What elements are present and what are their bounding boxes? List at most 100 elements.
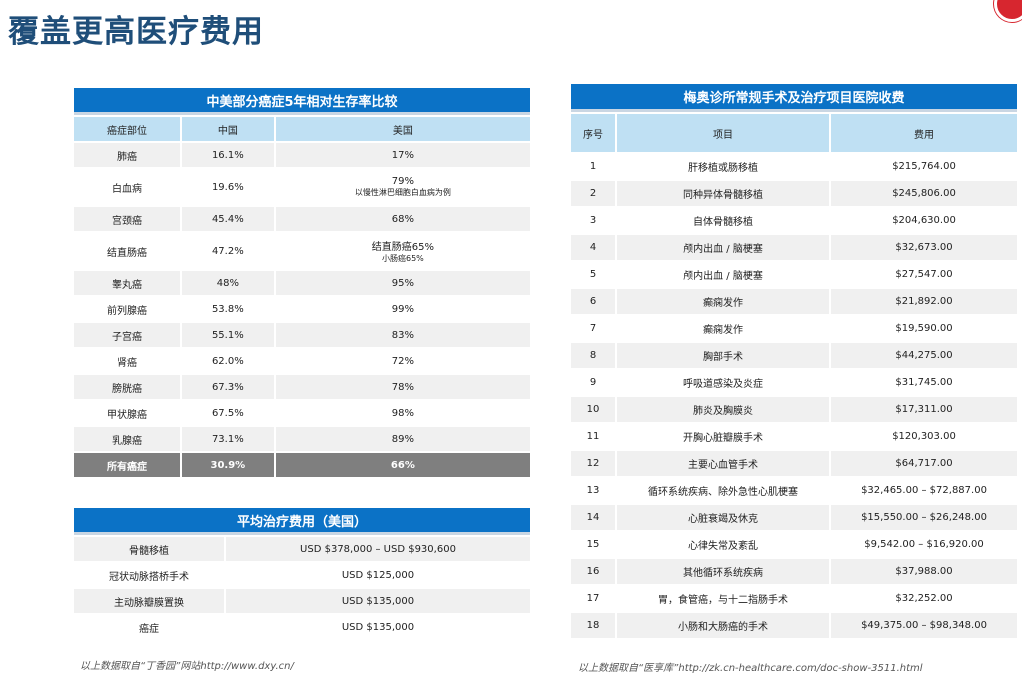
row-number-cell: 2 — [571, 181, 615, 206]
us-rate-value: 89% — [391, 433, 414, 445]
us-rate-value: 17% — [391, 149, 414, 161]
us-rate-value: 99% — [391, 303, 414, 315]
page-title: 覆盖更高医疗费用 — [8, 14, 264, 50]
mayo-fee-table: 梅奥诊所常规手术及治疗项目医院收费 序号 项目 费用 1 肝移植或肠移植 $215,… — [569, 82, 1019, 640]
procedure-fee-cell: $27,547.00 — [831, 262, 1017, 287]
china-rate-cell: 48% — [181, 271, 274, 295]
treatment-item-cell: 冠状动脉搭桥手术 — [74, 563, 224, 587]
table-row: 2 同种异体骨髓移植 $245,806.00 — [571, 181, 1017, 206]
us-rate-cell: 68% — [275, 207, 530, 231]
procedure-item-cell: 肝移植或肠移植 — [617, 154, 829, 179]
table-row: 癌症 USD $135,000 — [74, 615, 530, 639]
brand-logo — [994, 0, 1022, 22]
table-row: 1 肝移植或肠移植 $215,764.00 — [571, 154, 1017, 179]
column-header-china: 中国 — [181, 117, 274, 141]
total-site-cell: 所有癌症 — [74, 453, 180, 477]
table-row: 3 自体骨髓移植 $204,630.00 — [571, 208, 1017, 233]
procedure-item-cell: 同种异体骨髓移植 — [617, 181, 829, 206]
table-row: 18 小肠和大肠癌的手术 $49,375.00 – $98,348.00 — [571, 613, 1017, 638]
cancer-site-cell: 睾丸癌 — [74, 271, 180, 295]
column-header-item: 项目 — [617, 114, 829, 152]
procedure-fee-cell: $32,673.00 — [831, 235, 1017, 260]
treatment-item-cell: 主动脉瓣膜置换 — [74, 589, 224, 613]
procedure-item-cell: 心律失常及紊乱 — [617, 532, 829, 557]
procedure-fee-cell: $15,550.00 – $26,248.00 — [831, 505, 1017, 530]
cancer-site-cell: 宫颈癌 — [74, 207, 180, 231]
row-number-cell: 1 — [571, 154, 615, 179]
table-row: 白血病 19.6% 79% 以慢性淋巴细胞白血病为例 — [74, 169, 530, 205]
treatment-item-cell: 癌症 — [74, 615, 224, 639]
procedure-item-cell: 癫痫发作 — [617, 289, 829, 314]
table-row: 12 主要心血管手术 $64,717.00 — [571, 451, 1017, 476]
table-row: 6 癫痫发作 $21,892.00 — [571, 289, 1017, 314]
table-row: 13 循环系统疾病、除外急性心肌梗塞 $32,465.00 – $72,887.00 — [571, 478, 1017, 503]
china-rate-cell: 55.1% — [181, 323, 274, 347]
column-header-site: 癌症部位 — [74, 117, 180, 141]
cancer-site-cell: 肺癌 — [74, 143, 180, 167]
china-rate-cell: 16.1% — [181, 143, 274, 167]
table-row: 膀胱癌 67.3% 78% — [74, 375, 530, 399]
procedure-fee-cell: $215,764.00 — [831, 154, 1017, 179]
us-rate-cell: 95% — [275, 271, 530, 295]
row-number-cell: 11 — [571, 424, 615, 449]
total-row: 所有癌症 30.9% 66% — [74, 453, 530, 477]
cancer-site-cell: 膀胱癌 — [74, 375, 180, 399]
row-number-cell: 3 — [571, 208, 615, 233]
china-rate-cell: 19.6% — [181, 169, 274, 205]
procedure-fee-cell: $245,806.00 — [831, 181, 1017, 206]
table-row: 16 其他循环系统疾病 $37,988.00 — [571, 559, 1017, 584]
survival-table-title: 中美部分癌症5年相对生存率比较 — [74, 88, 530, 115]
us-rate-cell: 83% — [275, 323, 530, 347]
procedure-item-cell: 癫痫发作 — [617, 316, 829, 341]
cancer-site-cell: 乳腺癌 — [74, 427, 180, 451]
procedure-item-cell: 小肠和大肠癌的手术 — [617, 613, 829, 638]
row-number-cell: 13 — [571, 478, 615, 503]
procedure-item-cell: 呼吸道感染及炎症 — [617, 370, 829, 395]
us-rate-value: 98% — [391, 407, 414, 419]
procedure-fee-cell: $31,745.00 — [831, 370, 1017, 395]
table-row: 肺癌 16.1% 17% — [74, 143, 530, 167]
treatment-cost-cell: USD $135,000 — [226, 615, 530, 639]
us-rate-value: 78% — [391, 381, 414, 393]
row-number-cell: 16 — [571, 559, 615, 584]
cancer-site-cell: 甲状腺癌 — [74, 401, 180, 425]
us-rate-value: 95% — [391, 277, 414, 289]
china-rate-cell: 67.3% — [181, 375, 274, 399]
row-number-cell: 12 — [571, 451, 615, 476]
column-header-us: 美国 — [275, 117, 530, 141]
total-china-cell: 30.9% — [181, 453, 274, 477]
table-row: 子宫癌 55.1% 83% — [74, 323, 530, 347]
us-rate-cell: 78% — [275, 375, 530, 399]
cancer-site-cell: 结直肠癌 — [74, 233, 180, 269]
china-rate-cell: 47.2% — [181, 233, 274, 269]
table-row: 骨髓移植 USD $378,000 – USD $930,600 — [74, 537, 530, 561]
cancer-site-cell: 肾癌 — [74, 349, 180, 373]
china-rate-cell: 67.5% — [181, 401, 274, 425]
table-row: 17 胃，食管癌，与十二指肠手术 $32,252.00 — [571, 586, 1017, 611]
source-footnote-healthcare: 以上数据取自“医享库”http://zk.cn-healthcare.com/d… — [578, 663, 923, 674]
us-rate-value: 结直肠癌65% — [371, 242, 434, 253]
procedure-item-cell: 颅内出血 / 脑梗塞 — [617, 262, 829, 287]
us-rate-cell: 72% — [275, 349, 530, 373]
table-row: 肾癌 62.0% 72% — [74, 349, 530, 373]
treatment-cost-cell: USD $135,000 — [226, 589, 530, 613]
table-row: 8 胸部手术 $44,275.00 — [571, 343, 1017, 368]
us-rate-cell: 17% — [275, 143, 530, 167]
us-rate-note: 以慢性淋巴细胞白血病为例 — [354, 188, 451, 197]
table-row: 主动脉瓣膜置换 USD $135,000 — [74, 589, 530, 613]
row-number-cell: 17 — [571, 586, 615, 611]
row-number-cell: 8 — [571, 343, 615, 368]
us-rate-cell: 89% — [275, 427, 530, 451]
row-number-cell: 14 — [571, 505, 615, 530]
china-rate-cell: 73.1% — [181, 427, 274, 451]
procedure-fee-cell: $44,275.00 — [831, 343, 1017, 368]
table-row: 11 开胸心脏瓣膜手术 $120,303.00 — [571, 424, 1017, 449]
procedure-item-cell: 开胸心脏瓣膜手术 — [617, 424, 829, 449]
total-us-cell: 66% — [275, 453, 530, 477]
row-number-cell: 4 — [571, 235, 615, 260]
us-rate-cell: 79% 以慢性淋巴细胞白血病为例 — [275, 169, 530, 205]
row-number-cell: 9 — [571, 370, 615, 395]
row-number-cell: 6 — [571, 289, 615, 314]
table-row: 4 颅内出血 / 脑梗塞 $32,673.00 — [571, 235, 1017, 260]
cancer-site-cell: 前列腺癌 — [74, 297, 180, 321]
